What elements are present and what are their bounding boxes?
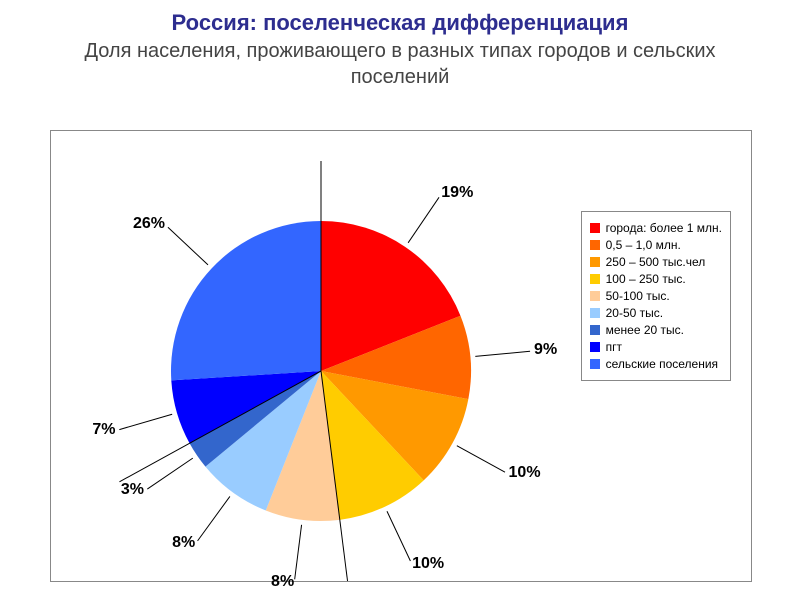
legend-swatch: [590, 257, 600, 267]
legend-item: 20-50 тыс.: [590, 306, 722, 320]
leader-line: [387, 511, 410, 561]
legend-swatch: [590, 274, 600, 284]
pie-slice: [171, 221, 321, 380]
leader-line: [119, 414, 172, 429]
leader-line: [457, 446, 505, 472]
legend-label: 250 – 500 тыс.чел: [606, 255, 706, 269]
legend-label: менее 20 тыс.: [606, 323, 684, 337]
pie-percent-label: 8%: [155, 534, 195, 552]
pie-percent-label: 7%: [75, 421, 115, 439]
leader-line: [168, 227, 208, 265]
legend-item: пгт: [590, 340, 722, 354]
legend-item: 100 – 250 тыс.: [590, 272, 722, 286]
legend-swatch: [590, 291, 600, 301]
pie-percent-label: 26%: [125, 215, 165, 233]
pie-percent-label: 19%: [441, 184, 473, 202]
leader-line: [295, 525, 302, 580]
legend-label: 100 – 250 тыс.: [606, 272, 686, 286]
pie-percent-label: 3%: [104, 481, 144, 499]
legend-label: 50-100 тыс.: [606, 289, 670, 303]
legend-swatch: [590, 223, 600, 233]
legend-label: 0,5 – 1,0 млн.: [606, 238, 681, 252]
legend-item: города: более 1 млн.: [590, 221, 722, 235]
pie-percent-label: 8%: [254, 573, 294, 591]
legend-item: сельские поселения: [590, 357, 722, 371]
legend-label: сельские поселения: [606, 357, 718, 371]
legend-item: менее 20 тыс.: [590, 323, 722, 337]
chart-title: Россия: поселенческая дифференциация: [0, 0, 800, 36]
legend-item: 250 – 500 тыс.чел: [590, 255, 722, 269]
pie-percent-label: 10%: [412, 555, 444, 573]
leader-line: [475, 351, 530, 356]
legend-label: города: более 1 млн.: [606, 221, 722, 235]
legend-swatch: [590, 240, 600, 250]
pie-percent-label: 10%: [509, 464, 541, 482]
page: Россия: поселенческая дифференциация Дол…: [0, 0, 800, 600]
leader-line: [198, 496, 230, 540]
legend-label: 20-50 тыс.: [606, 306, 663, 320]
chart-frame: города: более 1 млн. 0,5 – 1,0 млн. 250 – …: [50, 130, 752, 582]
legend-swatch: [590, 308, 600, 318]
legend-label: пгт: [606, 340, 622, 354]
chart-legend: города: более 1 млн. 0,5 – 1,0 млн. 250 – …: [581, 211, 731, 381]
legend-item: 50-100 тыс.: [590, 289, 722, 303]
legend-swatch: [590, 325, 600, 335]
chart-subtitle: Доля населения, проживающего в разных ти…: [0, 36, 800, 98]
legend-swatch: [590, 359, 600, 369]
leader-line: [408, 197, 439, 242]
pie-percent-label: 9%: [534, 341, 557, 359]
legend-swatch: [590, 342, 600, 352]
legend-item: 0,5 – 1,0 млн.: [590, 238, 722, 252]
